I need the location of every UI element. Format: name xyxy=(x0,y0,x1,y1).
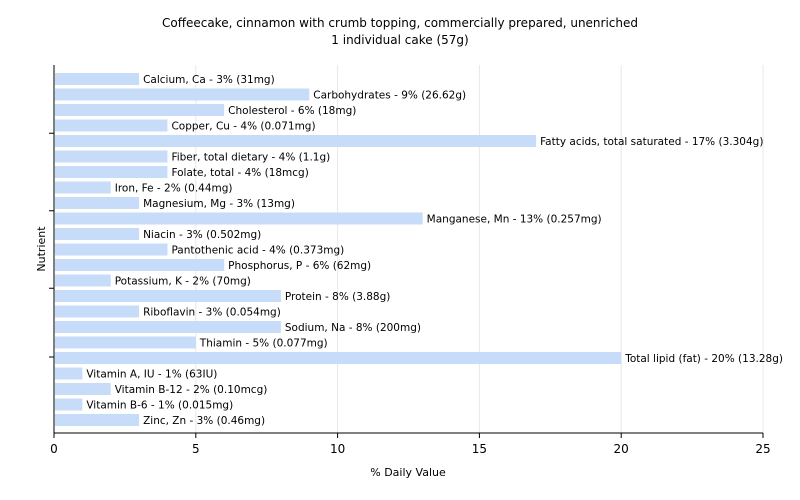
bar xyxy=(55,104,225,116)
bar xyxy=(55,274,111,287)
chart-subtitle: 1 individual cake (57g) xyxy=(331,33,468,47)
bar-labels: Calcium, Ca - 3% (31mg) Carbohydrates - 9… xyxy=(86,74,783,427)
x-tick-label: 10 xyxy=(330,442,345,456)
bar-label: Vitamin B-12 - 2% (0.10mcg) xyxy=(115,384,268,396)
bar xyxy=(55,290,281,302)
bar xyxy=(55,259,225,271)
bar-label: Protein - 8% (3.88g) xyxy=(285,291,391,303)
bar xyxy=(55,336,196,349)
bar xyxy=(55,352,622,364)
y-axis-label: Nutrient xyxy=(35,226,48,272)
bar-label: Calcium, Ca - 3% (31mg) xyxy=(143,74,275,86)
bar xyxy=(55,119,168,132)
bar xyxy=(55,88,310,101)
bar xyxy=(55,197,140,209)
bar xyxy=(55,181,111,194)
bar xyxy=(55,367,83,380)
bar-label: Magnesium, Mg - 3% (13mg) xyxy=(143,198,295,210)
bar xyxy=(55,398,83,411)
x-tick-label: 5 xyxy=(192,442,200,456)
bar xyxy=(55,166,168,178)
grid-lines xyxy=(195,65,764,433)
bar-label: Thiamin - 5% (0.077mg) xyxy=(199,338,328,350)
bar xyxy=(55,212,423,225)
x-tick-label: 25 xyxy=(755,442,770,456)
bar xyxy=(55,383,111,395)
bar xyxy=(55,243,168,256)
bar xyxy=(55,73,140,85)
x-axis-label: % Daily Value xyxy=(370,466,446,479)
bar-label: Cholesterol - 6% (18mg) xyxy=(228,105,356,117)
bar-label: Phosphorus, P - 6% (62mg) xyxy=(228,260,371,272)
bar xyxy=(55,228,140,240)
bar-label: Niacin - 3% (0.502mg) xyxy=(143,229,261,241)
bar xyxy=(55,135,537,147)
bars xyxy=(55,73,622,426)
bar xyxy=(55,150,168,163)
bar-label: Copper, Cu - 4% (0.071mg) xyxy=(171,121,315,133)
bar xyxy=(55,414,140,426)
bar-label: Sodium, Na - 8% (200mg) xyxy=(285,322,421,334)
bar-label: Riboflavin - 3% (0.054mg) xyxy=(143,307,281,319)
bar-label: Iron, Fe - 2% (0.44mg) xyxy=(115,183,233,195)
bar xyxy=(55,305,140,318)
bar-label: Folate, total - 4% (18mcg) xyxy=(171,167,308,179)
x-tick-label: 15 xyxy=(472,442,487,456)
y-axis-ticks xyxy=(49,132,54,358)
bar-label: Carbohydrates - 9% (26.62g) xyxy=(313,90,466,102)
bar-label: Total lipid (fat) - 20% (13.28g) xyxy=(624,353,783,365)
bar-label: Vitamin A, IU - 1% (63IU) xyxy=(86,369,217,381)
x-tick-label: 0 xyxy=(50,442,58,456)
x-tick-label: 20 xyxy=(614,442,629,456)
bar-label: Fiber, total dietary - 4% (1.1g) xyxy=(171,152,330,164)
bar xyxy=(55,321,281,333)
bar-label: Manganese, Mn - 13% (0.257mg) xyxy=(427,214,602,226)
bar-label: Fatty acids, total saturated - 17% (3.30… xyxy=(540,136,763,148)
chart-title: Coffeecake, cinnamon with crumb topping,… xyxy=(162,16,638,30)
x-axis-ticks: 0 5 10 15 20 25 xyxy=(50,433,771,456)
bar-label: Potassium, K - 2% (70mg) xyxy=(115,276,251,288)
bar-label: Zinc, Zn - 3% (0.46mg) xyxy=(143,415,265,427)
bar-label: Vitamin B-6 - 1% (0.015mg) xyxy=(86,400,233,412)
bar-label: Pantothenic acid - 4% (0.373mg) xyxy=(171,245,344,257)
